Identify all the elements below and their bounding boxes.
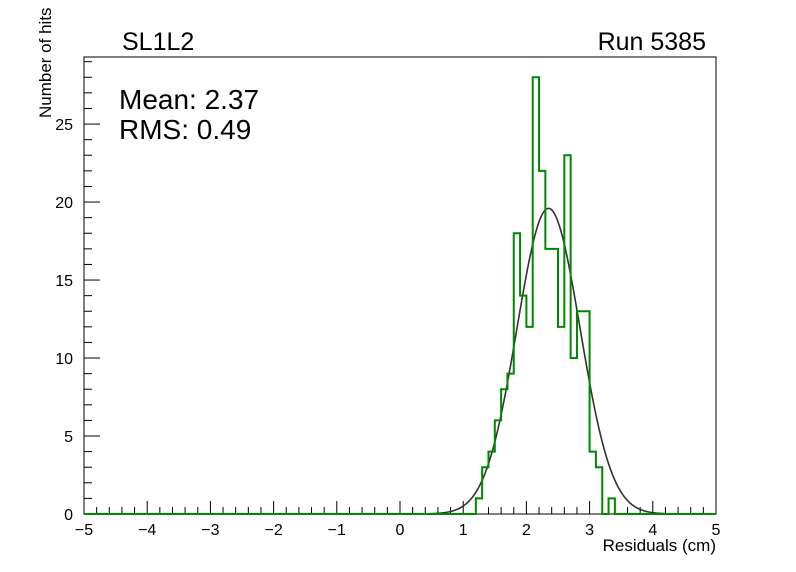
y-tick-label: 20 [55, 195, 73, 212]
x-tick-label: 2 [522, 522, 531, 539]
x-tick-label: −1 [328, 522, 346, 539]
stat-mean: Mean: 2.37 [119, 84, 260, 115]
y-tick-label: 10 [55, 351, 73, 368]
y-tick-label: 5 [64, 429, 73, 446]
x-tick-label: 5 [712, 522, 721, 539]
chart-title-right: Run 5385 [597, 28, 706, 56]
histogram-outline [84, 76, 716, 515]
y-tick-label: 0 [64, 507, 73, 524]
x-tick-label: 1 [459, 522, 468, 539]
y-axis-label: Number of hits [36, 7, 55, 118]
y-tick-label: 15 [55, 273, 73, 290]
chart-title-left: SL1L2 [122, 28, 195, 56]
x-tick-label: −3 [201, 522, 219, 539]
x-tick-label: −2 [264, 522, 282, 539]
axis-tick-labels: −5 −4 −3 −2 −1 0 1 2 3 4 5 0 5 10 15 20 25 [55, 117, 720, 539]
x-tick-label: 0 [396, 522, 405, 539]
x-tick-label: −5 [75, 522, 93, 539]
axis-ticks [83, 61, 717, 515]
stat-rms: RMS: 0.49 [119, 114, 252, 145]
x-axis-label: Residuals (cm) [602, 536, 716, 555]
gaussian-fit-curve [406, 207, 691, 515]
y-tick-label: 25 [55, 117, 73, 134]
x-tick-label: 4 [648, 522, 657, 539]
x-tick-label: −4 [138, 522, 156, 539]
x-tick-label: 3 [585, 522, 594, 539]
